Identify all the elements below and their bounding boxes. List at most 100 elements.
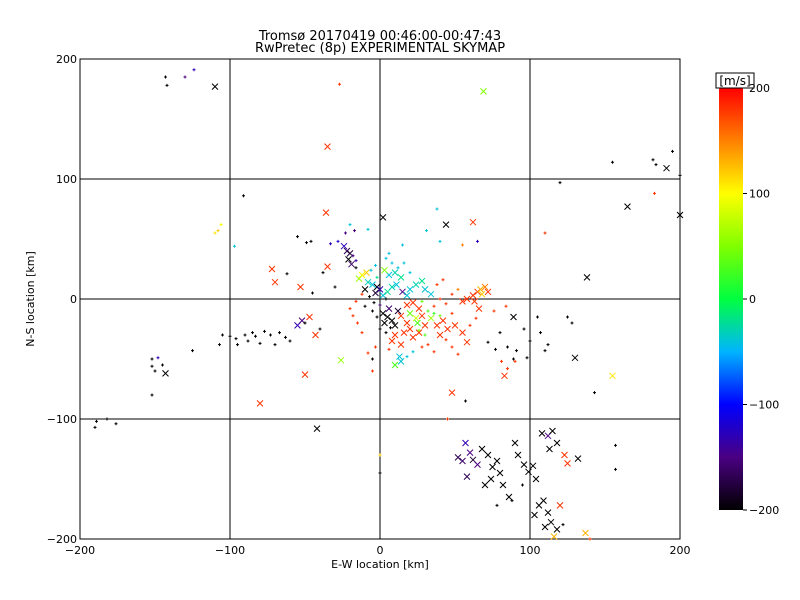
data-point-x [469, 218, 477, 226]
data-point-x [381, 266, 388, 274]
data-point-plus [408, 271, 412, 275]
data-point-x [525, 468, 532, 476]
data-point-plus [243, 333, 247, 337]
data-point-plus [164, 75, 167, 79]
data-point-x [379, 310, 387, 317]
data-point-plus [354, 266, 358, 270]
data-point-plus [378, 327, 382, 331]
data-point-x [511, 439, 519, 447]
data-point-plus [441, 278, 445, 282]
data-point-x [396, 353, 403, 360]
data-point-x [406, 286, 414, 293]
data-point-plus [191, 349, 194, 353]
data-point-plus [411, 350, 415, 354]
data-point-plus [269, 333, 272, 337]
axis-ticks: −200 −100 0 100 200 −200 −100 0 100 200 [47, 53, 691, 557]
data-point-x [409, 334, 417, 341]
data-point-x [544, 509, 552, 516]
data-point-x [324, 143, 331, 150]
data-point-plus [510, 499, 514, 503]
data-point-plus [153, 369, 157, 373]
data-point-plus [285, 272, 289, 276]
data-point-x [415, 305, 423, 312]
data-point-plus [446, 417, 449, 421]
data-point-plus [303, 321, 307, 325]
data-point-plus [378, 303, 382, 307]
data-point-plus [476, 239, 479, 243]
data-point-plus [165, 83, 169, 87]
data-point-plus [374, 345, 377, 349]
data-point-x [448, 389, 456, 396]
data-point-plus [651, 158, 655, 162]
data-point-x [268, 265, 276, 273]
data-point-x [451, 322, 459, 329]
data-point-x [496, 469, 504, 477]
data-point-x [412, 281, 420, 288]
data-point-plus [254, 334, 257, 338]
data-point-plus [456, 352, 460, 356]
data-point-x [571, 354, 579, 362]
data-point-plus [515, 349, 518, 353]
data-point-x [376, 286, 384, 293]
data-point-plus [329, 242, 332, 246]
data-point-x [439, 317, 447, 324]
data-point-plus [543, 349, 547, 353]
data-point-x [529, 462, 537, 470]
data-point-x [505, 493, 513, 501]
x-axis-label: E-W location [km] [331, 558, 429, 571]
colorbar-tick-label: 100 [749, 188, 770, 201]
data-point-plus [654, 163, 658, 167]
data-point-x [454, 454, 462, 461]
data-point-x [379, 292, 387, 299]
data-point-plus [426, 309, 430, 313]
data-point-plus [671, 149, 674, 153]
chart-title: Tromsø 20170419 00:46:00-00:47:43 [258, 29, 501, 44]
data-point-x [442, 221, 450, 228]
data-point-plus [500, 359, 503, 363]
y-tick-label: 200 [56, 53, 77, 66]
data-point-plus [614, 443, 617, 447]
data-point-x [403, 292, 411, 299]
data-point-plus [432, 350, 436, 354]
data-point-x [381, 319, 388, 327]
data-point-plus [296, 235, 299, 239]
data-point-plus [233, 244, 236, 248]
data-point-plus [360, 292, 364, 296]
data-point-plus [461, 243, 464, 247]
data-point-x [436, 331, 444, 339]
colorbar-tick-label: 200 [749, 82, 770, 95]
data-point-plus [522, 327, 526, 331]
data-point-x [574, 455, 582, 462]
data-point-plus [528, 339, 532, 343]
data-point-x [421, 322, 429, 329]
colorbar-label: [m/s] [719, 74, 750, 88]
data-point-x [484, 288, 492, 296]
data-point-x [501, 372, 508, 380]
colorbar [719, 88, 743, 510]
data-point-plus [593, 391, 596, 395]
data-point-plus [246, 339, 250, 343]
data-point-x [459, 298, 466, 305]
data-point-plus [161, 363, 164, 367]
data-point-plus [492, 309, 496, 313]
data-point-x [337, 356, 345, 364]
data-point-plus [368, 295, 371, 299]
data-point-x [388, 317, 396, 324]
data-point-plus [338, 82, 341, 86]
data-point-plus [366, 227, 370, 231]
data-point-plus [351, 314, 355, 318]
data-point-x [471, 298, 478, 305]
data-point-x [475, 305, 483, 312]
data-point-plus [356, 321, 359, 325]
data-point-plus [375, 315, 379, 319]
data-point-plus [678, 173, 682, 177]
data-point-plus [539, 331, 542, 335]
data-point-x [415, 329, 423, 336]
data-point-x [499, 481, 507, 489]
data-point-plus [588, 537, 592, 541]
data-point-x [510, 313, 517, 321]
data-point-x [388, 283, 396, 291]
data-point-x [397, 312, 405, 320]
data-point-plus [435, 283, 439, 287]
data-point-plus [426, 343, 430, 347]
